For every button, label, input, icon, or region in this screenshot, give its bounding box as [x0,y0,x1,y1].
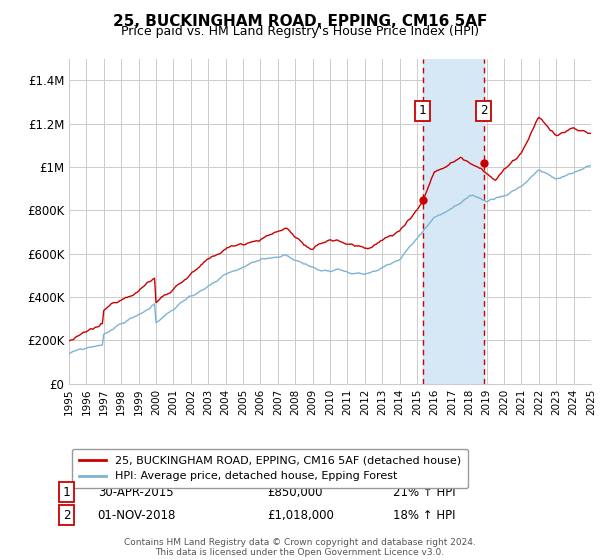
Legend: 25, BUCKINGHAM ROAD, EPPING, CM16 5AF (detached house), HPI: Average price, deta: 25, BUCKINGHAM ROAD, EPPING, CM16 5AF (d… [72,449,468,488]
Text: £850,000: £850,000 [268,486,323,499]
Text: 2: 2 [480,104,487,117]
Text: Price paid vs. HM Land Registry's House Price Index (HPI): Price paid vs. HM Land Registry's House … [121,25,479,38]
Text: 1: 1 [419,104,427,117]
Text: 01-NOV-2018: 01-NOV-2018 [98,508,176,522]
Text: Contains HM Land Registry data © Crown copyright and database right 2024.
This d: Contains HM Land Registry data © Crown c… [124,538,476,557]
Text: 21% ↑ HPI: 21% ↑ HPI [392,486,455,499]
Bar [423,59,484,384]
Text: 1: 1 [62,486,70,499]
Text: £1,018,000: £1,018,000 [268,508,334,522]
Text: 30-APR-2015: 30-APR-2015 [98,486,173,499]
Text: 18% ↑ HPI: 18% ↑ HPI [392,508,455,522]
Text: 25, BUCKINGHAM ROAD, EPPING, CM16 5AF: 25, BUCKINGHAM ROAD, EPPING, CM16 5AF [113,14,487,29]
Text: 2: 2 [62,508,70,522]
